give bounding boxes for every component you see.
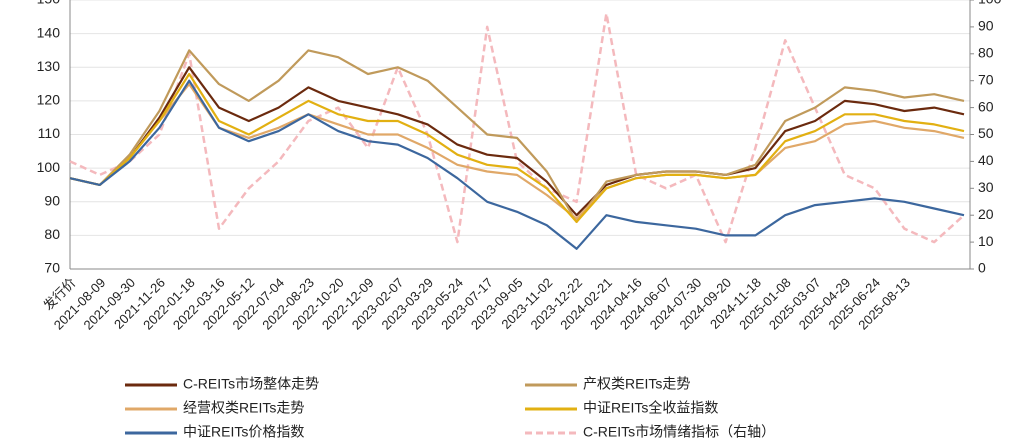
y-tick-label: 120: [37, 92, 61, 108]
series-line: [69, 66, 965, 217]
y-tick-label: 130: [37, 58, 61, 74]
y-tick-label: 100: [37, 159, 61, 175]
series-line: [69, 79, 965, 250]
y2-tick-label: 40: [978, 152, 994, 168]
y-tick-label: 90: [44, 192, 60, 208]
legend-label: 中证REITs价格指数: [183, 424, 304, 440]
legend-label: C-REITs市场整体走势: [183, 376, 319, 392]
y2-tick-label: 10: [978, 233, 994, 249]
legend-label: 经营权类REITs走势: [183, 400, 304, 416]
y2-tick-label: 0: [978, 260, 986, 276]
y2-tick-label: 20: [978, 206, 994, 222]
y2-tick-label: 70: [978, 71, 994, 87]
y2-tick-label: 90: [978, 18, 994, 34]
series-line: [69, 49, 965, 223]
y-tick-label: 140: [37, 24, 61, 40]
legend-label: 中证REITs全收益指数: [583, 400, 718, 416]
y2-tick-label: 100: [978, 0, 1002, 7]
y2-tick-label: 80: [978, 45, 994, 61]
y2-tick-label: 30: [978, 179, 994, 195]
legend-label: C-REITs市场情绪指标（右轴）: [583, 424, 775, 440]
y2-tick-label: 50: [978, 125, 994, 141]
series-line: [69, 72, 965, 223]
y-tick-label: 110: [38, 125, 61, 141]
series-line: [69, 12, 965, 244]
y-tick-label: 80: [44, 226, 60, 242]
y-tick-label: 150: [37, 0, 61, 7]
y-tick-label: 70: [44, 260, 60, 276]
y2-tick-label: 60: [978, 98, 994, 114]
legend-label: 产权类REITs走势: [583, 376, 690, 392]
